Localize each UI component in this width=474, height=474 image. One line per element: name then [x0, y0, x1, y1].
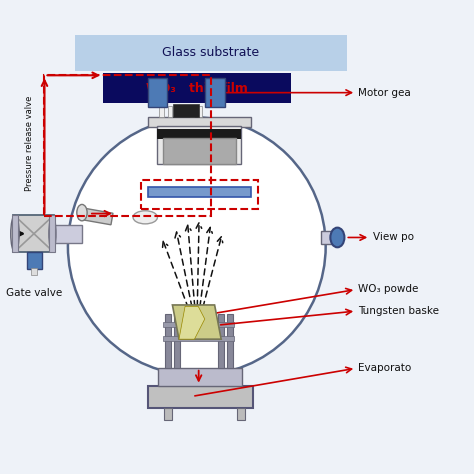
Ellipse shape — [330, 228, 345, 247]
Ellipse shape — [49, 216, 56, 252]
Bar — [147, 385, 253, 408]
Ellipse shape — [77, 204, 87, 221]
Bar — [198, 106, 202, 117]
Polygon shape — [179, 306, 205, 339]
Bar — [168, 106, 172, 117]
Bar — [237, 408, 245, 420]
Bar — [158, 368, 242, 385]
Bar — [163, 138, 236, 164]
Bar — [157, 126, 241, 164]
Bar — [147, 78, 167, 107]
Bar — [173, 104, 199, 118]
Bar — [141, 180, 258, 209]
Bar — [79, 208, 113, 225]
Bar — [75, 36, 347, 71]
Bar — [218, 314, 224, 368]
Ellipse shape — [11, 216, 19, 252]
Bar — [49, 216, 55, 252]
Text: Tungsten baske: Tungsten baske — [358, 306, 439, 316]
Bar — [165, 314, 171, 368]
Bar — [205, 78, 225, 107]
Polygon shape — [173, 305, 221, 339]
Bar — [227, 314, 233, 368]
Bar — [174, 314, 181, 368]
Bar — [190, 106, 194, 117]
Text: View po: View po — [373, 232, 413, 243]
Bar — [45, 75, 211, 216]
Text: Pressure release valve: Pressure release valve — [25, 96, 34, 191]
Text: Motor gea: Motor gea — [358, 88, 411, 98]
Ellipse shape — [133, 211, 157, 224]
Bar — [157, 129, 241, 138]
Bar — [27, 252, 42, 269]
Bar — [159, 106, 164, 117]
Bar — [12, 216, 18, 252]
Bar — [13, 216, 55, 252]
Bar — [164, 408, 173, 420]
Bar — [31, 268, 37, 275]
Bar — [163, 337, 234, 341]
Text: WO₃ powde: WO₃ powde — [358, 284, 419, 294]
Bar — [147, 187, 251, 197]
Bar — [147, 117, 251, 127]
Bar — [163, 322, 234, 327]
Bar — [321, 231, 334, 244]
Circle shape — [68, 118, 326, 375]
Text: Glass substrate: Glass substrate — [162, 46, 259, 59]
Bar — [103, 73, 291, 103]
Text: Evaporato: Evaporato — [358, 363, 412, 373]
Text: Gate valve: Gate valve — [6, 288, 62, 298]
Text: WO₃   thin film: WO₃ thin film — [146, 82, 248, 95]
Bar — [52, 225, 82, 243]
